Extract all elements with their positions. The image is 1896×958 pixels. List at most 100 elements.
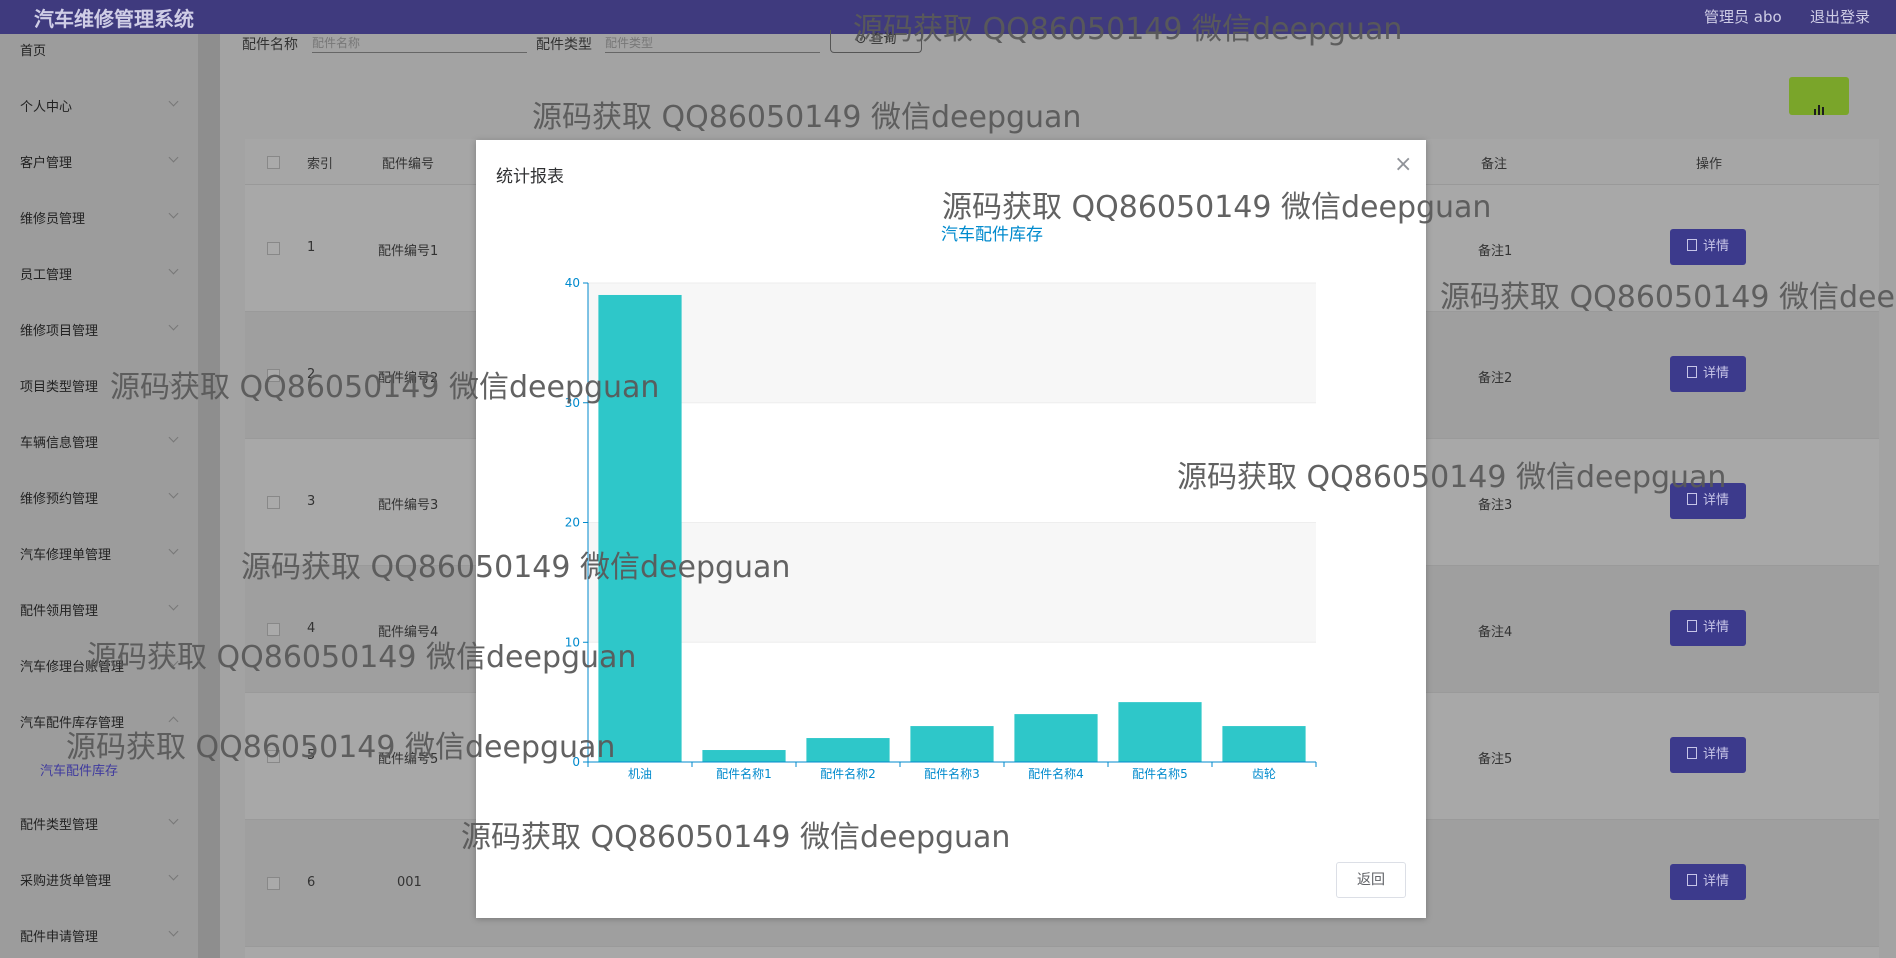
sidebar-item-personal-center[interactable]: 个人中心: [0, 90, 198, 120]
chart-title: 汽车配件库存: [941, 225, 1043, 245]
query-button[interactable]: ⊙ 查询: [830, 30, 922, 53]
x-tick-label: 配件名称3: [924, 766, 980, 781]
bar: [598, 294, 682, 762]
sidebar-item-repairers[interactable]: 维修员管理: [0, 202, 198, 232]
watermark-text: 源码获取 QQ86050149 微信deepguan: [942, 190, 1492, 225]
part-type-label: 配件类型: [536, 37, 592, 53]
row-checkbox[interactable]: [267, 496, 280, 509]
chevron-down-icon: [168, 208, 179, 219]
row-checkbox[interactable]: [267, 877, 280, 890]
document-icon: [1686, 493, 1697, 505]
row-checkbox[interactable]: [267, 623, 280, 636]
watermark-text: 源码获取 QQ86050149 微信deepguan: [87, 640, 637, 675]
sidebar-item-parts-stock[interactable]: 汽车配件库存管理: [0, 706, 198, 736]
detail-button[interactable]: 详情: [1670, 737, 1746, 773]
y-tick-label: 10: [565, 635, 580, 649]
top-header: 汽车维修管理系统 管理员 abo 退出登录: [0, 0, 1896, 34]
admin-label: 管理员 abo: [1704, 8, 1782, 26]
sidebar-item-label: 汽车修理台账管理: [20, 660, 125, 675]
row-remark: 备注3: [1478, 498, 1513, 513]
row-checkbox[interactable]: [267, 369, 280, 382]
detail-button-label: 详情: [1702, 620, 1729, 635]
row-code: 配件编号4: [378, 625, 439, 640]
row-index: 5: [307, 748, 316, 763]
chevron-down-icon: [168, 926, 179, 937]
detail-button-label: 详情: [1702, 493, 1729, 508]
y-tick-label: 20: [565, 516, 580, 530]
watermark-text: 源码获取 QQ86050149 微信deepguan: [532, 100, 1082, 135]
detail-button[interactable]: 详情: [1670, 483, 1746, 519]
header-code: 配件编号: [382, 157, 435, 172]
sidebar-item-part-requests[interactable]: 配件申请管理: [0, 920, 198, 950]
detail-button[interactable]: 详情: [1670, 610, 1746, 646]
detail-button[interactable]: 详情: [1670, 356, 1746, 392]
chevron-down-icon: [168, 488, 179, 499]
sidebar-item-label: 个人中心: [20, 100, 73, 115]
sidebar-item-label: 车辆信息管理: [20, 436, 99, 451]
header-remark: 备注: [1481, 157, 1508, 172]
document-icon: [1686, 366, 1697, 378]
select-all-checkbox[interactable]: [267, 156, 280, 169]
row-index: 3: [307, 494, 316, 509]
row-index: 4: [307, 621, 316, 636]
bar: [702, 750, 786, 762]
detail-button[interactable]: 详情: [1670, 229, 1746, 265]
sidebar-item-label: 项目类型管理: [20, 380, 99, 395]
sidebar-item-repair-ledger[interactable]: 汽车修理台账管理: [0, 650, 198, 680]
sidebar-item-label: 维修项目管理: [20, 324, 99, 339]
row-remark: 备注2: [1478, 371, 1513, 386]
row-checkbox[interactable]: [267, 242, 280, 255]
sidebar-item-project-types[interactable]: 项目类型管理: [0, 370, 198, 400]
sidebar-item-part-types[interactable]: 配件类型管理: [0, 808, 198, 838]
watermark-text: 源码获取 QQ86050149 微信deepguan: [1440, 280, 1896, 315]
row-code: 配件编号2: [378, 371, 439, 386]
part-name-input[interactable]: 配件名称: [312, 34, 527, 53]
return-button[interactable]: 返回: [1336, 862, 1406, 898]
x-tick-label: 配件名称5: [1132, 766, 1188, 781]
search-icon: ⊙: [855, 32, 871, 47]
sidebar-item-purchases[interactable]: 采购进货单管理: [0, 864, 198, 894]
document-icon: [1686, 874, 1697, 886]
watermark-text: 源码获取 QQ86050149 微信deepguan: [110, 370, 660, 405]
sidebar-item-label: 维修预约管理: [20, 492, 99, 507]
detail-button-label: 详情: [1702, 239, 1729, 254]
sidebar-item-vehicles[interactable]: 车辆信息管理: [0, 426, 198, 456]
y-tick-label: 0: [572, 755, 580, 769]
statistics-chart-button[interactable]: [1789, 77, 1849, 115]
row-index: 1: [307, 240, 316, 255]
detail-button-label: 详情: [1702, 874, 1729, 889]
sidebar-item-customers[interactable]: 客户管理: [0, 146, 198, 176]
chart-band: [588, 283, 1316, 403]
watermark-text: 源码获取 QQ86050149 微信deepguan: [66, 730, 616, 765]
bar: [1014, 714, 1098, 762]
sidebar-item-repair-orders[interactable]: 汽车修理单管理: [0, 538, 198, 568]
row-checkbox[interactable]: [267, 750, 280, 763]
logout-link[interactable]: 退出登录: [1810, 8, 1871, 26]
sidebar-item-appointments[interactable]: 维修预约管理: [0, 482, 198, 512]
sidebar-item-repair-projects[interactable]: 维修项目管理: [0, 314, 198, 344]
detail-button-label: 详情: [1702, 366, 1729, 381]
app-title: 汽车维修管理系统: [34, 7, 194, 31]
chevron-down-icon: [168, 432, 179, 443]
part-name-label: 配件名称: [242, 37, 298, 53]
detail-button-label: 详情: [1702, 747, 1729, 762]
sidebar-gutter: [198, 34, 220, 958]
sidebar-item-home[interactable]: 首页: [0, 34, 198, 64]
bar: [806, 738, 890, 762]
sidebar-item-label: 维修员管理: [20, 212, 86, 227]
sidebar-item-label: 采购进货单管理: [20, 874, 112, 889]
row-code: 001: [397, 875, 422, 890]
sidebar-item-parts-usage[interactable]: 配件领用管理: [0, 594, 198, 624]
sidebar-subitem-parts-stock[interactable]: 汽车配件库存: [40, 764, 119, 779]
document-icon: [1686, 239, 1697, 251]
sidebar-item-label: 汽车修理单管理: [20, 548, 112, 563]
part-type-select[interactable]: 配件类型: [605, 34, 820, 53]
close-icon[interactable]: ×: [1394, 152, 1413, 177]
chart-band: [588, 522, 1316, 643]
detail-button[interactable]: 详情: [1670, 864, 1746, 900]
sidebar-item-label: 客户管理: [20, 156, 73, 171]
sidebar: 首页 个人中心 客户管理 维修员管理 员工管理 维修项目管理 项目类型管理 车辆…: [0, 34, 198, 958]
document-icon: [1686, 620, 1697, 632]
sidebar-item-employees[interactable]: 员工管理: [0, 258, 198, 288]
watermark-text: 源码获取 QQ86050149 微信deepguan: [853, 12, 1403, 47]
